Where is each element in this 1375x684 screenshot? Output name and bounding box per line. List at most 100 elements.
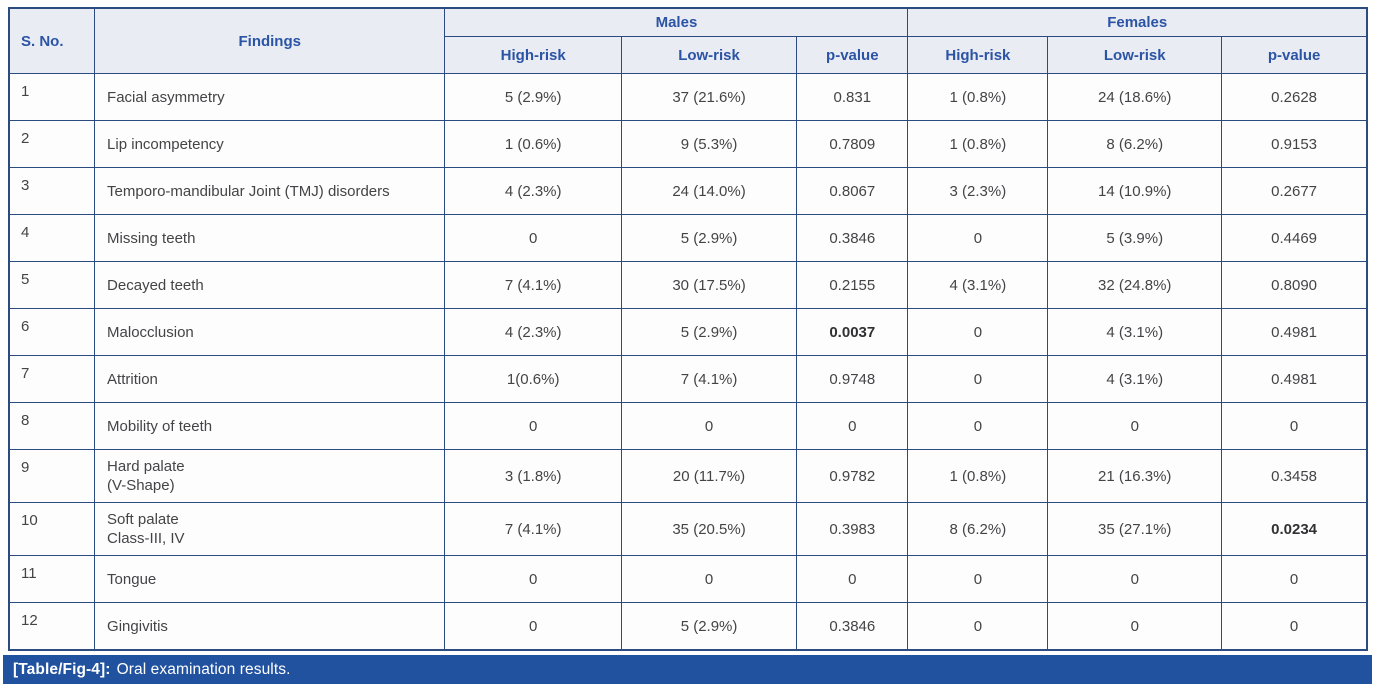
males-high-risk-cell: 0 bbox=[444, 602, 622, 651]
females-low-risk-cell: 0 bbox=[1047, 402, 1223, 450]
females-high-risk-cell: 8 (6.2%) bbox=[907, 502, 1049, 556]
females-p-value-cell: 0.8090 bbox=[1221, 261, 1368, 309]
females-p-value-cell: 0.4469 bbox=[1221, 214, 1368, 262]
table-caption: [Table/Fig-4]: Oral examination results. bbox=[3, 655, 1372, 684]
males-low-risk-cell: 37 (21.6%) bbox=[620, 73, 798, 121]
sno-cell: 8 bbox=[8, 402, 96, 450]
sno-cell: 5 bbox=[8, 261, 96, 309]
table-row: 4 Missing teeth 0 5 (2.9%) 0.3846 0 5 (3… bbox=[8, 214, 1368, 262]
males-low-risk-cell: 24 (14.0%) bbox=[620, 167, 798, 215]
females-p-value-cell: 0.3458 bbox=[1221, 449, 1368, 503]
females-high-risk-cell: 3 (2.3%) bbox=[907, 167, 1049, 215]
males-p-value-cell: 0.3846 bbox=[796, 214, 909, 262]
caption-label: [Table/Fig-4]: bbox=[13, 661, 111, 678]
sno-cell: 12 bbox=[8, 602, 96, 651]
finding-cell: Attrition bbox=[94, 355, 446, 403]
males-low-risk-cell: 0 bbox=[620, 402, 798, 450]
males-p-value-cell: 0 bbox=[796, 402, 909, 450]
col-header-males-p-value: p-value bbox=[796, 36, 909, 74]
males-low-risk-cell: 0 bbox=[620, 555, 798, 603]
finding-cell: Temporo-mandibular Joint (TMJ) disorders bbox=[94, 167, 446, 215]
females-low-risk-cell: 32 (24.8%) bbox=[1047, 261, 1223, 309]
sno-cell: 11 bbox=[8, 555, 96, 603]
females-p-value-cell: 0.2677 bbox=[1221, 167, 1368, 215]
males-high-risk-cell: 7 (4.1%) bbox=[444, 502, 622, 556]
males-high-risk-cell: 0 bbox=[444, 214, 622, 262]
males-low-risk-cell: 30 (17.5%) bbox=[620, 261, 798, 309]
col-header-females-high-risk: High-risk bbox=[907, 36, 1049, 74]
col-header-findings: Findings bbox=[94, 7, 446, 74]
males-high-risk-cell: 3 (1.8%) bbox=[444, 449, 622, 503]
table-row: 9 Hard palate (V-Shape) 3 (1.8%) 20 (11.… bbox=[8, 449, 1368, 503]
finding-cell: Soft palate Class-III, IV bbox=[94, 502, 446, 556]
finding-cell: Decayed teeth bbox=[94, 261, 446, 309]
females-high-risk-cell: 1 (0.8%) bbox=[907, 120, 1049, 168]
header-sub-row: High-risk Low-risk p-value High-risk Low… bbox=[9, 36, 1368, 74]
group-header-females: Females bbox=[907, 7, 1368, 37]
males-low-risk-cell: 5 (2.9%) bbox=[620, 214, 798, 262]
finding-cell: Hard palate (V-Shape) bbox=[94, 449, 446, 503]
males-high-risk-cell: 0 bbox=[444, 402, 622, 450]
males-high-risk-cell: 4 (2.3%) bbox=[444, 308, 622, 356]
males-low-risk-cell: 35 (20.5%) bbox=[620, 502, 798, 556]
table-row: 10 Soft palate Class-III, IV 7 (4.1%) 35… bbox=[8, 502, 1368, 556]
females-high-risk-cell: 0 bbox=[907, 214, 1049, 262]
males-low-risk-cell: 5 (2.9%) bbox=[620, 308, 798, 356]
females-high-risk-cell: 1 (0.8%) bbox=[907, 73, 1049, 121]
sno-cell: 10 bbox=[8, 502, 96, 556]
females-p-value-cell: 0.0234 bbox=[1221, 502, 1368, 556]
females-low-risk-cell: 0 bbox=[1047, 602, 1223, 651]
sno-cell: 1 bbox=[8, 73, 96, 121]
finding-cell: Missing teeth bbox=[94, 214, 446, 262]
females-p-value-cell: 0.9153 bbox=[1221, 120, 1368, 168]
finding-cell: Tongue bbox=[94, 555, 446, 603]
table-row: 8 Mobility of teeth 0 0 0 0 0 0 bbox=[8, 402, 1368, 450]
table-row: 5 Decayed teeth 7 (4.1%) 30 (17.5%) 0.21… bbox=[8, 261, 1368, 309]
males-p-value-cell: 0.3846 bbox=[796, 602, 909, 651]
males-p-value-cell: 0.0037 bbox=[796, 308, 909, 356]
females-low-risk-cell: 5 (3.9%) bbox=[1047, 214, 1223, 262]
males-high-risk-cell: 1 (0.6%) bbox=[444, 120, 622, 168]
females-p-value-cell: 0 bbox=[1221, 555, 1368, 603]
sno-cell: 7 bbox=[8, 355, 96, 403]
table-row: 12 Gingivitis 0 5 (2.9%) 0.3846 0 0 0 bbox=[8, 602, 1368, 651]
males-low-risk-cell: 5 (2.9%) bbox=[620, 602, 798, 651]
females-p-value-cell: 0 bbox=[1221, 402, 1368, 450]
table-row: 1 Facial asymmetry 5 (2.9%) 37 (21.6%) 0… bbox=[8, 73, 1368, 121]
males-low-risk-cell: 20 (11.7%) bbox=[620, 449, 798, 503]
sno-cell: 4 bbox=[8, 214, 96, 262]
females-high-risk-cell: 0 bbox=[907, 602, 1049, 651]
females-high-risk-cell: 1 (0.8%) bbox=[907, 449, 1049, 503]
finding-cell: Gingivitis bbox=[94, 602, 446, 651]
finding-cell: Lip incompetency bbox=[94, 120, 446, 168]
table-row: 7 Attrition 1(0.6%) 7 (4.1%) 0.9748 0 4 … bbox=[8, 355, 1368, 403]
finding-cell: Mobility of teeth bbox=[94, 402, 446, 450]
males-high-risk-cell: 5 (2.9%) bbox=[444, 73, 622, 121]
females-p-value-cell: 0.2628 bbox=[1221, 73, 1368, 121]
page: S. No. Findings Males Females High-risk … bbox=[0, 7, 1375, 684]
females-low-risk-cell: 35 (27.1%) bbox=[1047, 502, 1223, 556]
header-group-row: S. No. Findings Males Females bbox=[8, 7, 1368, 74]
females-high-risk-cell: 0 bbox=[907, 555, 1049, 603]
group-header-males: Males bbox=[444, 7, 909, 37]
sno-cell: 9 bbox=[8, 449, 96, 503]
females-high-risk-cell: 4 (3.1%) bbox=[907, 261, 1049, 309]
males-high-risk-cell: 1(0.6%) bbox=[444, 355, 622, 403]
females-low-risk-cell: 14 (10.9%) bbox=[1047, 167, 1223, 215]
females-low-risk-cell: 4 (3.1%) bbox=[1047, 308, 1223, 356]
males-p-value-cell: 0.9748 bbox=[796, 355, 909, 403]
males-p-value-cell: 0.831 bbox=[796, 73, 909, 121]
table-row: 6 Malocclusion 4 (2.3%) 5 (2.9%) 0.0037 … bbox=[8, 308, 1368, 356]
males-p-value-cell: 0.8067 bbox=[796, 167, 909, 215]
col-header-females-p-value: p-value bbox=[1221, 36, 1368, 74]
females-p-value-cell: 0.4981 bbox=[1221, 308, 1368, 356]
females-low-risk-cell: 4 (3.1%) bbox=[1047, 355, 1223, 403]
table-row: 11 Tongue 0 0 0 0 0 0 bbox=[8, 555, 1368, 603]
males-high-risk-cell: 7 (4.1%) bbox=[444, 261, 622, 309]
col-header-males-low-risk: Low-risk bbox=[620, 36, 798, 74]
finding-cell: Malocclusion bbox=[94, 308, 446, 356]
sno-cell: 3 bbox=[8, 167, 96, 215]
females-low-risk-cell: 8 (6.2%) bbox=[1047, 120, 1223, 168]
col-header-females-low-risk: Low-risk bbox=[1047, 36, 1223, 74]
oral-exam-table: S. No. Findings Males Females High-risk … bbox=[8, 7, 1368, 651]
